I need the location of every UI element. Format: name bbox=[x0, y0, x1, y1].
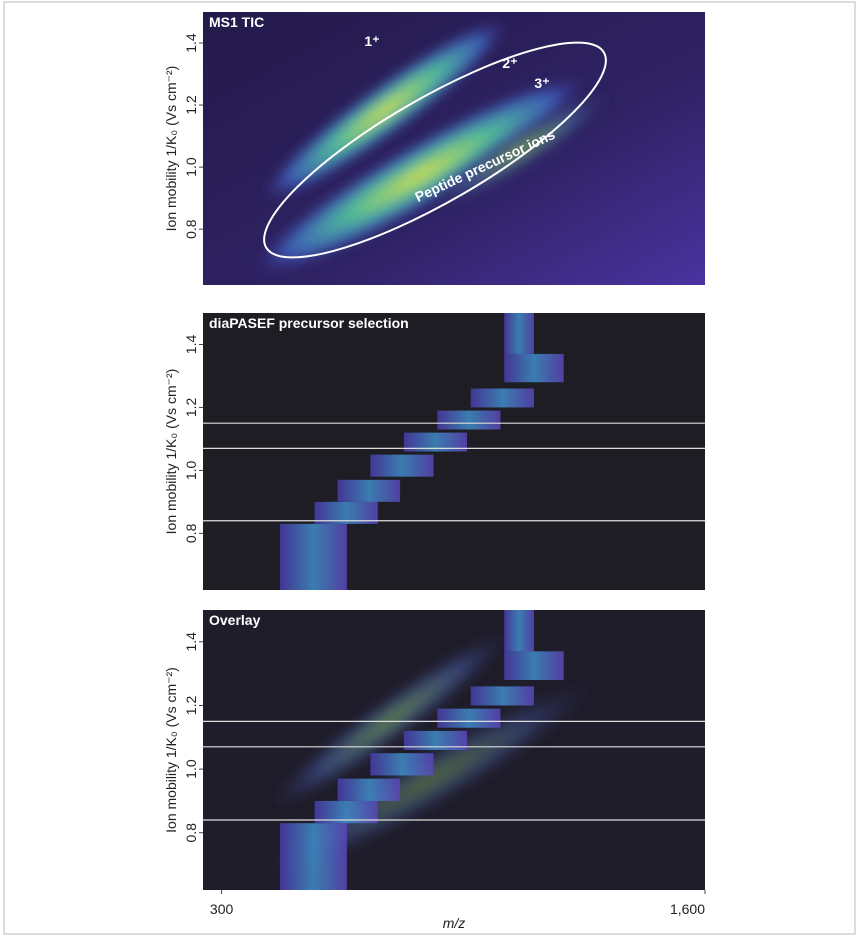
isolation-window bbox=[504, 610, 534, 651]
y-tick-label: 1.0 bbox=[183, 759, 199, 779]
y-tick-label: 1.4 bbox=[183, 632, 199, 652]
isolation-window bbox=[370, 753, 433, 775]
isolation-window bbox=[338, 779, 400, 801]
isolation-window bbox=[471, 686, 534, 705]
y-tick-label: 0.8 bbox=[183, 823, 199, 843]
panel: diaPASEF precursor selection 0.8 1.0 1.2 1.4… bbox=[163, 313, 705, 590]
y-tick-label: 1.2 bbox=[183, 397, 199, 417]
y-tick-label: 1.4 bbox=[183, 335, 199, 355]
isolation-window bbox=[504, 313, 534, 354]
isolation-window bbox=[471, 389, 534, 408]
y-axis-label: Ion mobility 1/K₀ (Vs cm⁻²) bbox=[163, 66, 179, 232]
isolation-window bbox=[504, 651, 563, 680]
isolation-window bbox=[338, 480, 400, 502]
figure: 1⁺2⁺3⁺Peptide precursor ionsMS1 TIC0.81.… bbox=[0, 0, 860, 936]
isolation-window bbox=[437, 411, 500, 430]
x-tick-label: 1,600 bbox=[670, 901, 705, 917]
y-tick-label: 1.2 bbox=[183, 696, 199, 716]
y-tick-label: 1.4 bbox=[183, 33, 199, 53]
x-axis-label: m/z bbox=[443, 915, 466, 931]
y-tick-label: 1.0 bbox=[183, 157, 199, 177]
y-axis-label: Ion mobility 1/K₀ (Vs cm⁻²) bbox=[163, 667, 179, 833]
annotation: 1⁺ bbox=[364, 33, 379, 49]
y-tick-label: 0.8 bbox=[183, 523, 199, 543]
annotation: 2⁺ bbox=[502, 55, 517, 71]
annotation: 3⁺ bbox=[534, 75, 549, 91]
y-axis-label: Ion mobility 1/K₀ (Vs cm⁻²) bbox=[163, 369, 179, 535]
y-tick-label: 1.2 bbox=[183, 95, 199, 115]
x-tick-label: 300 bbox=[210, 901, 234, 917]
isolation-window bbox=[280, 823, 347, 890]
isolation-window bbox=[437, 709, 500, 728]
isolation-window bbox=[280, 524, 347, 590]
isolation-window bbox=[504, 354, 563, 382]
panel-title: diaPASEF precursor selection bbox=[209, 315, 409, 331]
panel-title: Overlay bbox=[209, 612, 261, 628]
y-tick-label: 1.0 bbox=[183, 460, 199, 480]
isolation-window bbox=[370, 455, 433, 477]
panel-title: MS1 TIC bbox=[209, 14, 264, 30]
y-tick-label: 0.8 bbox=[183, 219, 199, 239]
